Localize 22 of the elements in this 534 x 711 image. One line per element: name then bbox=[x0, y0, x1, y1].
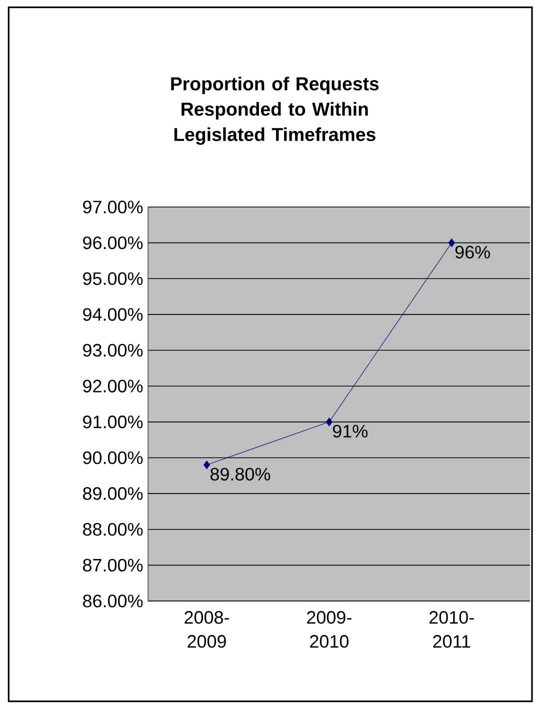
data-label: 89.80% bbox=[210, 468, 270, 481]
y-tick-label: 93.00% bbox=[83, 344, 143, 357]
y-tick-label: 91.00% bbox=[83, 416, 143, 428]
y-tick-label: 92.00% bbox=[83, 380, 143, 392]
y-tick-label: 96.00% bbox=[83, 236, 143, 250]
y-tick-label: 89.00% bbox=[83, 487, 143, 500]
y-tick-label: 90.00% bbox=[83, 451, 143, 464]
x-tick-label: 2010-2011 bbox=[430, 611, 474, 648]
x-tick-label: 2009-2010 bbox=[307, 611, 352, 648]
y-tick-label: 86.00% bbox=[83, 594, 143, 608]
data-label: 91% bbox=[332, 424, 368, 438]
y-tick-label: 97.00% bbox=[83, 200, 143, 214]
y-tick-label: 87.00% bbox=[83, 558, 143, 572]
point bbox=[448, 238, 455, 248]
point bbox=[326, 418, 332, 426]
x-tick-label: 2008-2009 bbox=[184, 611, 229, 648]
data-label: 96% bbox=[455, 246, 490, 258]
point bbox=[204, 460, 210, 470]
y-tick-label: 95.00% bbox=[83, 272, 143, 286]
chart-title: Proportion of Requests Responded to Within Legislated Timeframes bbox=[171, 76, 379, 145]
y-tick-label: 88.00% bbox=[83, 523, 143, 536]
y-tick-label: 94.00% bbox=[83, 308, 143, 321]
